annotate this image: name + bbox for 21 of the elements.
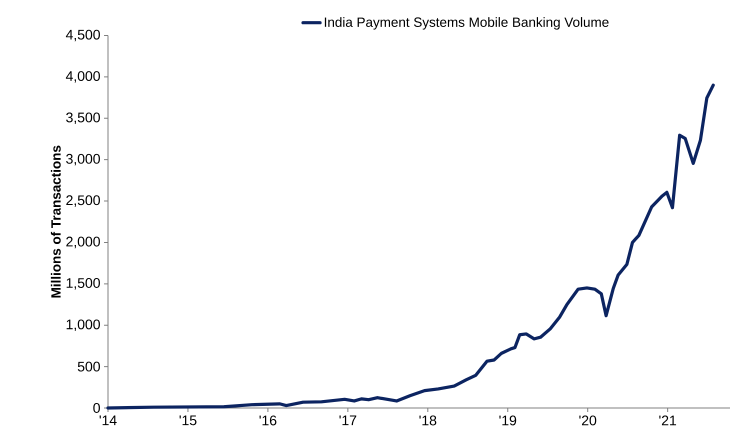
y-tick-label: 500	[78, 362, 100, 372]
x-tick-label: '18	[419, 416, 436, 426]
x-tick-label: '19	[499, 416, 516, 426]
x-tick-label: '15	[180, 416, 196, 426]
y-tick-label: 0	[93, 403, 100, 413]
y-tick-label: 4,000	[66, 71, 100, 83]
x-tick-label: '21	[659, 416, 676, 426]
x-tick-label: '16	[260, 416, 276, 426]
y-tick-label: 1,500	[66, 278, 100, 290]
x-tick-label: '17	[339, 416, 356, 426]
y-tick-label: 2,500	[66, 195, 100, 207]
y-axis-title: Millions of Transactions	[50, 146, 61, 298]
y-tick-label: 3,500	[66, 112, 100, 124]
y-tick-label: 3,000	[66, 154, 100, 166]
y-tick-label: 2,000	[66, 236, 100, 248]
y-tick-label: 4,500	[66, 30, 100, 42]
y-tick-label: 1,000	[66, 319, 100, 331]
x-tick-label: '14	[100, 416, 117, 426]
line-series	[106, 84, 715, 410]
legend-label: India Payment Systems Mobile Banking Volume	[324, 17, 609, 30]
x-tick-label: '20	[579, 416, 596, 426]
